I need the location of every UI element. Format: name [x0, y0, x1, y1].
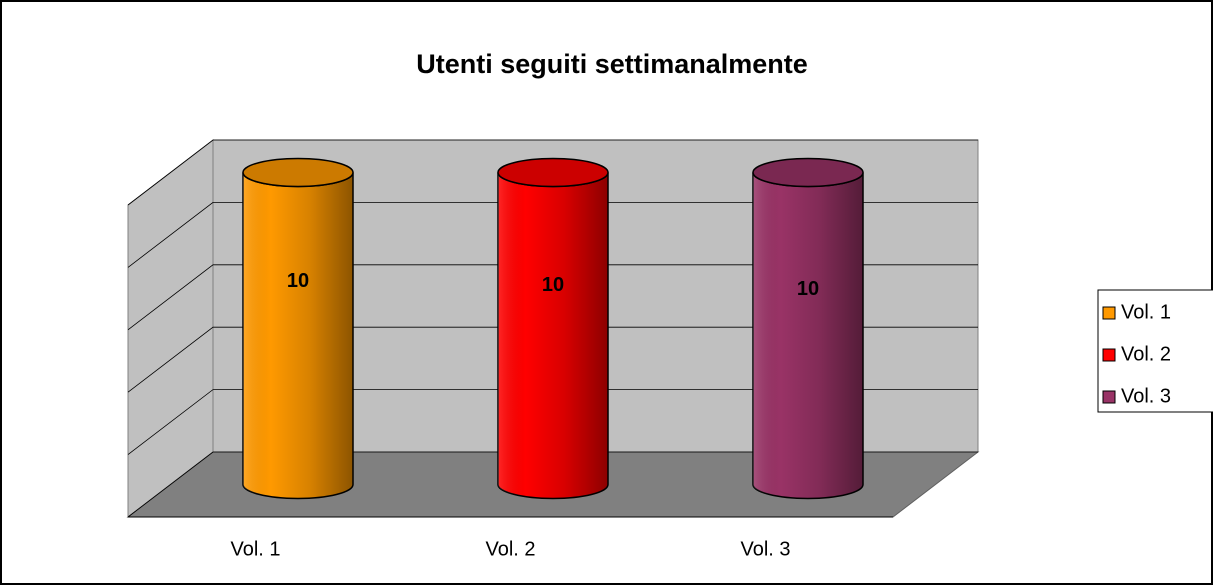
cylinder-top-shade	[243, 158, 353, 187]
chart-title: Utenti seguiti settimanalmente	[416, 49, 808, 79]
cylinder-top	[242, 157, 354, 188]
grid-line	[127, 451, 978, 518]
x-tick-label: Vol. 3	[740, 538, 790, 560]
legend-swatch	[1102, 306, 1116, 320]
cylinder-shade	[498, 172, 608, 499]
grid-line	[127, 139, 978, 206]
cylinder-top	[752, 157, 864, 188]
legend-swatch	[1102, 348, 1116, 362]
data-label: 10	[542, 274, 564, 296]
cylinder-shade	[753, 172, 863, 499]
legend-label: Vol. 1	[1121, 301, 1171, 323]
grid-line	[127, 201, 978, 268]
cylinder-top	[497, 157, 609, 188]
grid-line	[127, 264, 978, 331]
cylinder-top-shade	[753, 158, 863, 187]
data-label: 10	[287, 270, 309, 292]
side-wall	[127, 138, 214, 519]
cylinder-shade	[243, 172, 353, 499]
cylinder-top-shade	[498, 158, 608, 187]
legend-swatch	[1102, 390, 1116, 404]
legend	[1097, 289, 1213, 413]
x-tick-label: Vol. 1	[230, 538, 280, 560]
grid-line	[127, 326, 978, 393]
legend-label: Vol. 2	[1121, 343, 1171, 365]
legend-label: Vol. 3	[1121, 385, 1171, 407]
data-label: 10	[797, 278, 819, 300]
x-tick-label: Vol. 2	[485, 538, 535, 560]
grid-line	[127, 389, 978, 455]
